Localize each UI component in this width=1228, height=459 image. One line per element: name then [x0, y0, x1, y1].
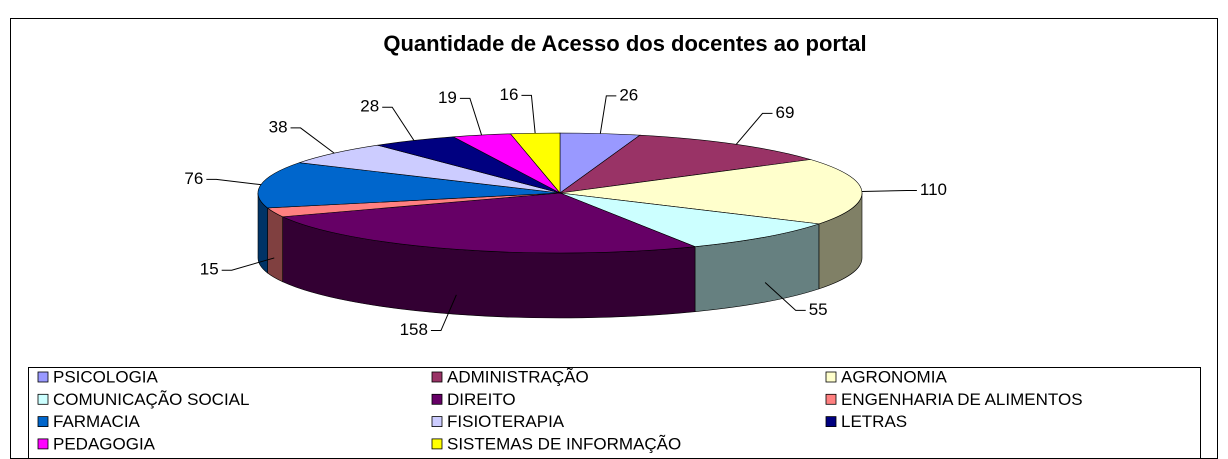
slice-side — [267, 207, 283, 283]
data-label: 55 — [809, 300, 828, 319]
leader-line — [206, 178, 261, 186]
legend-label: PEDAGOGIA — [53, 434, 156, 453]
legend-swatch — [37, 393, 49, 405]
legend-swatch — [825, 371, 837, 383]
leader-line — [459, 97, 483, 136]
legend-swatch — [431, 438, 443, 450]
legend-label: FISIOTERAPIA — [447, 412, 565, 431]
legend-label: FARMACIA — [53, 412, 141, 431]
legend-swatch — [825, 393, 837, 405]
legend-label: ADMINISTRAÇÃO — [447, 367, 589, 386]
slice — [559, 192, 820, 247]
slice — [509, 132, 561, 194]
data-label: 26 — [619, 85, 638, 104]
data-label: 38 — [269, 117, 288, 136]
data-label: 76 — [184, 169, 203, 188]
legend-label: SISTEMAS DE INFORMAÇÃO — [447, 434, 681, 453]
data-label: 16 — [500, 85, 519, 104]
legend-label: AGRONOMIA — [841, 367, 947, 386]
slice — [299, 144, 561, 194]
legend-swatch — [37, 438, 49, 450]
chart-title: Quantidade de Acesso dos docentes ao por… — [383, 31, 866, 56]
legend-box — [28, 367, 1201, 459]
leader-line — [861, 189, 917, 192]
legend-swatch — [431, 393, 443, 405]
legend-label: DIREITO — [447, 390, 516, 409]
data-label: 19 — [438, 88, 457, 107]
data-label: 110 — [920, 180, 947, 199]
legend-label: COMUNICAÇÃO SOCIAL — [53, 390, 249, 409]
data-label: 69 — [776, 103, 795, 122]
legend-label: PSICOLOGIA — [53, 367, 159, 386]
legend-label: ENGENHARIA DE ALIMENTOS — [841, 390, 1083, 409]
leader-line — [599, 95, 617, 134]
legend-swatch — [431, 416, 443, 428]
leader-line — [521, 94, 536, 134]
leader-line — [735, 112, 773, 145]
legend-swatch — [825, 416, 837, 428]
slice — [257, 162, 561, 209]
legend-swatch — [431, 371, 443, 383]
legend-swatch — [37, 416, 49, 428]
slice — [559, 134, 811, 194]
legend-swatch — [37, 371, 49, 383]
data-label: 28 — [360, 97, 379, 116]
leader-line — [290, 127, 335, 154]
leader-line — [430, 294, 457, 332]
data-label: 15 — [200, 260, 219, 279]
data-label: 158 — [400, 320, 428, 339]
leader-line — [764, 282, 806, 311]
leader-line — [382, 106, 415, 141]
leader-line — [221, 257, 275, 271]
legend-label: LETRAS — [841, 412, 907, 431]
